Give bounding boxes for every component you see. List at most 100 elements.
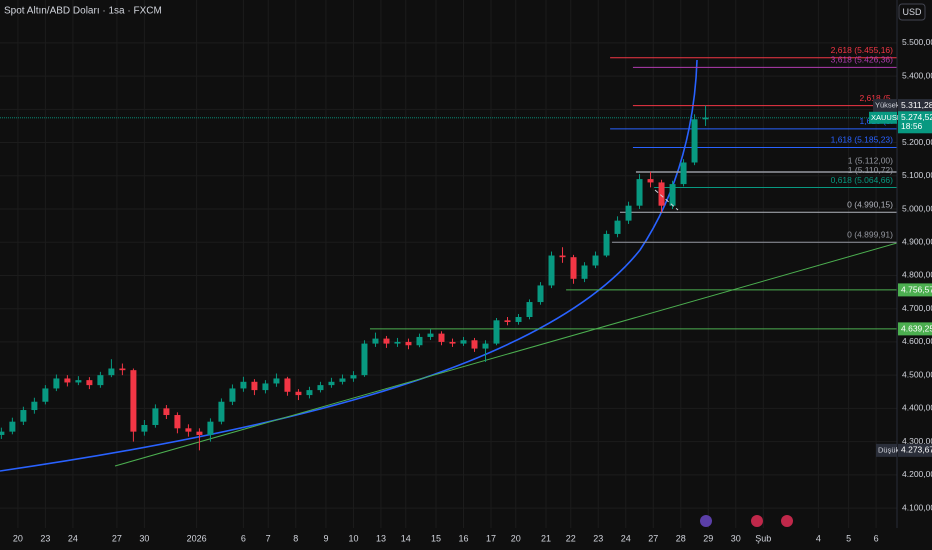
candle-body (504, 320, 511, 322)
candle-body (581, 265, 588, 279)
candle-body (31, 401, 38, 411)
candle-body (416, 336, 423, 346)
x-tick-label: 20 (511, 533, 521, 543)
candle-body (372, 338, 379, 344)
fib-level-label: 0,618 (5.064,66) (831, 175, 894, 185)
fib-level-label: 1 (5.110,72) (848, 165, 893, 175)
candle-body (0, 431, 5, 435)
event-icon[interactable] (781, 515, 793, 527)
candle-body (350, 375, 357, 379)
last-symbol: XAUUSD (871, 113, 903, 122)
curve-drawing (0, 59, 698, 472)
candle-body (526, 302, 533, 317)
candle-body (636, 179, 643, 206)
x-tick-label: 22 (566, 533, 576, 543)
x-tick-label: 13 (376, 533, 386, 543)
price-tag-label: 4.639,25 (901, 324, 932, 334)
candle-body (559, 255, 566, 258)
candle-body (251, 381, 258, 391)
x-tick-label: 23 (40, 533, 50, 543)
currency-button[interactable] (898, 3, 926, 21)
x-tick-label: 20 (13, 533, 23, 543)
x-tick-label: 7 (266, 533, 271, 543)
last-price-box (898, 111, 932, 134)
x-tick-label: Şub (755, 533, 771, 543)
candle-body (702, 117, 709, 120)
candle-body (482, 343, 489, 349)
candle-body (449, 341, 456, 344)
candle-body (108, 368, 115, 376)
candle-body (163, 408, 170, 416)
candle-body (86, 380, 93, 386)
candle-body (229, 388, 236, 402)
y-tick-label: 4.400,00 (902, 403, 932, 413)
candle-body (284, 378, 291, 392)
y-tick-label: 5.200,00 (902, 137, 932, 147)
candle-body (75, 380, 82, 383)
candle-body (64, 378, 71, 383)
x-tick-label: 16 (458, 533, 468, 543)
x-tick-label: 15 (431, 533, 441, 543)
high-tag-name: Yüksek (875, 101, 900, 110)
low-tag-box (898, 443, 932, 457)
candle-body (141, 424, 148, 432)
fib-level-label: 2,618 (5.455,16) (831, 45, 894, 55)
low-tag-name: Düşük (878, 445, 900, 454)
x-tick-label: 23 (593, 533, 603, 543)
fib-level-label: 3,618 (5.426,36) (831, 55, 894, 65)
x-tick-label: 17 (486, 533, 496, 543)
candle-body (20, 410, 27, 422)
last-price: 5.274,52 (901, 112, 932, 122)
high-tag-box (898, 99, 932, 113)
candle-body (383, 338, 390, 344)
price-tag (898, 283, 932, 297)
x-tick-label: 6 (241, 533, 246, 543)
candles (0, 105, 709, 451)
price-tag (898, 322, 932, 336)
candle-body (295, 391, 302, 396)
last-symbol-box (869, 111, 897, 124)
y-tick-label: 4.900,00 (902, 236, 932, 246)
currency-label[interactable]: USD (902, 7, 922, 17)
event-icons (700, 515, 793, 527)
low-tag-name-box (876, 443, 897, 457)
candle-body (207, 421, 214, 435)
fib-level-label: 2,618 (5. (859, 93, 893, 103)
candle-body (680, 162, 687, 185)
x-tick-label: 30 (139, 533, 149, 543)
y-tick-label: 4.300,00 (902, 436, 932, 446)
x-tick-label: 9 (323, 533, 328, 543)
candle-body (471, 340, 478, 349)
x-tick-label: 5 (846, 533, 851, 543)
event-icon[interactable] (751, 515, 763, 527)
candle-body (185, 428, 192, 432)
trend-line (114, 242, 898, 467)
x-tick-label: 14 (401, 533, 411, 543)
candle-body (273, 378, 280, 384)
candle-body (317, 385, 324, 391)
candle-body (669, 184, 676, 206)
x-tick-label: 8 (293, 533, 298, 543)
grid (0, 0, 897, 528)
candle-body (9, 421, 16, 432)
dashed-line (654, 189, 679, 211)
x-tick-label: 21 (541, 533, 551, 543)
candle-body (97, 375, 104, 386)
countdown: 18:56 (901, 121, 923, 131)
candle-body (658, 182, 665, 206)
candle-body (119, 368, 126, 371)
candle-body (196, 431, 203, 435)
candle-body (240, 381, 247, 389)
candle-body (328, 381, 335, 386)
candle-body (218, 401, 225, 422)
x-tick-label: 29 (703, 533, 713, 543)
candle-body (262, 383, 269, 391)
candle-body (625, 205, 632, 221)
candle-body (570, 257, 577, 279)
candle-body (42, 388, 49, 402)
candle-body (405, 341, 412, 346)
high-tag-value: 5.311,28 (901, 100, 932, 110)
event-icon[interactable] (700, 515, 712, 527)
